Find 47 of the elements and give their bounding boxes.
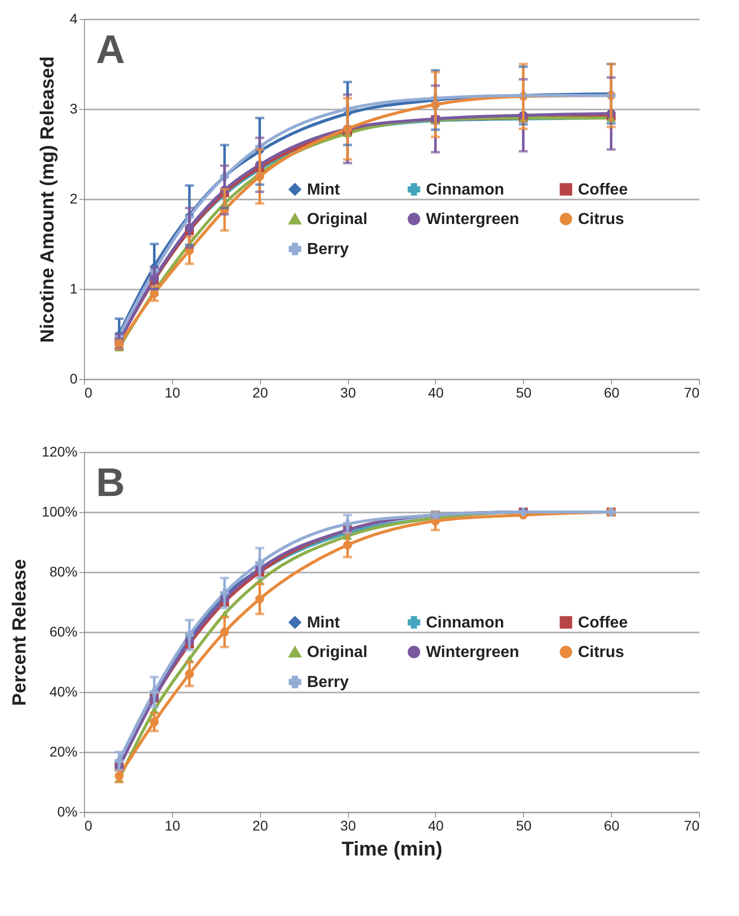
y-tick-label: 0: [70, 370, 78, 386]
legend-label: Berry: [306, 241, 349, 258]
x-tick-label: 50: [516, 818, 532, 834]
legend-label: Cinnamon: [426, 181, 504, 198]
x-tick-label: 40: [428, 384, 444, 400]
y-axis-title: Percent Release: [10, 559, 31, 706]
x-axis-title: Time (min): [342, 838, 442, 860]
x-tick-label: 70: [684, 818, 700, 834]
legend-label: Citrus: [578, 644, 624, 661]
x-tick-label: 20: [252, 384, 268, 400]
legend-label: Original: [306, 644, 368, 661]
y-tick-label: 40%: [49, 684, 78, 700]
legend-label: Cinnamon: [426, 614, 504, 632]
y-tick-label: 20%: [49, 744, 78, 760]
legend-label: Berry: [306, 674, 349, 691]
x-tick-label: 60: [604, 384, 620, 400]
legend-label: Original: [306, 211, 368, 228]
x-tick-label: 0: [84, 818, 92, 834]
x-tick-label: 50: [516, 384, 532, 400]
y-tick-label: 60%: [49, 624, 78, 640]
x-tick-label: 60: [604, 818, 620, 834]
y-tick-label: 0%: [57, 804, 78, 820]
x-tick-label: 30: [340, 384, 356, 400]
x-tick-label: 70: [684, 384, 700, 400]
x-tick-label: 20: [252, 818, 268, 834]
chart-title: A: [96, 28, 125, 72]
legend-label: Coffee: [578, 614, 628, 632]
y-tick-label: 2: [70, 190, 78, 206]
x-tick-label: 10: [164, 384, 180, 400]
y-tick-label: 4: [70, 10, 78, 26]
legend-label: Wintergreen: [426, 211, 520, 228]
x-tick-label: 0: [84, 384, 92, 400]
y-tick-label: 120%: [42, 444, 78, 460]
legend-label: Coffee: [578, 181, 628, 198]
y-axis-title: Nicotine Amount (mg) Released: [38, 56, 59, 343]
chart-title: B: [96, 461, 125, 505]
y-tick-label: 100%: [42, 504, 78, 520]
legend-label: Mint: [306, 614, 340, 632]
x-tick-label: 40: [428, 818, 444, 834]
legend-label: Wintergreen: [426, 644, 520, 661]
y-tick-label: 1: [70, 280, 78, 296]
legend-label: Mint: [306, 181, 340, 198]
legend-label: Citrus: [578, 211, 624, 228]
y-tick-label: 80%: [49, 564, 78, 580]
x-tick-label: 10: [164, 818, 180, 834]
y-tick-label: 3: [70, 100, 78, 116]
x-tick-label: 30: [340, 818, 356, 834]
